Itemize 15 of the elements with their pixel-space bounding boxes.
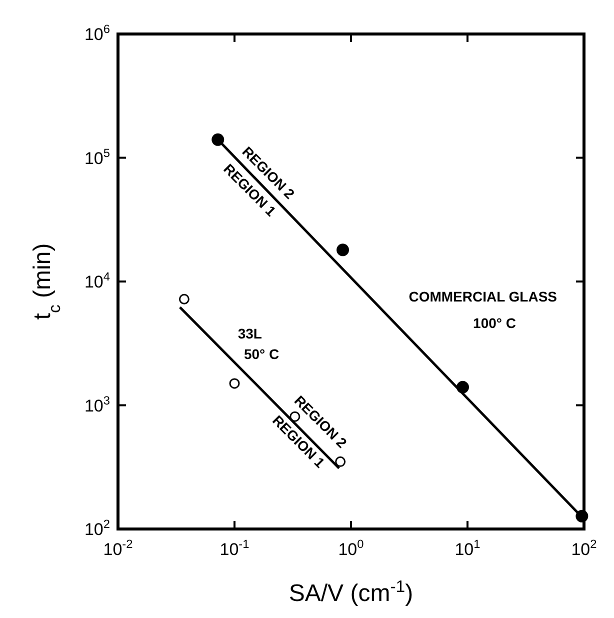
annotation: 100° C — [473, 315, 516, 332]
y-tick-label: 10$^{2}$ — [84, 517, 110, 539]
y-tick-label: 10$^{4}$ — [84, 270, 110, 292]
x-tick-label: 10$^{2}$ — [571, 537, 598, 559]
annotation: COMMERCIAL GLASS — [408, 288, 558, 304]
x-tick-label: 10$^{-1}$ — [220, 537, 250, 559]
y-tick-label: 10$^{3}$ — [84, 393, 110, 416]
annotation: 33L — [238, 325, 262, 342]
x-tick-label: 10$^{0}$ — [338, 537, 364, 559]
x-tick-label: 10$^{1}$ — [454, 537, 481, 559]
annotation: 50° C — [244, 346, 280, 362]
x-tick-label: 10$^{-2}$ — [103, 537, 134, 559]
y-tick-label: 10$^{5}$ — [84, 146, 110, 168]
x-axis-title: SA/V (cm$^{-1}$) — [288, 576, 414, 607]
y-tick-label: 10$^{6}$ — [84, 22, 110, 44]
